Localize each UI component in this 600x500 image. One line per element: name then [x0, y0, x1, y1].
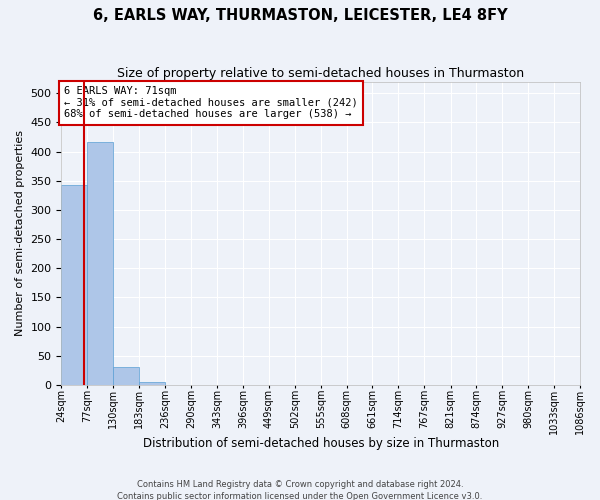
Text: 6 EARLS WAY: 71sqm
← 31% of semi-detached houses are smaller (242)
68% of semi-d: 6 EARLS WAY: 71sqm ← 31% of semi-detache…	[64, 86, 358, 120]
Bar	[580, 384, 600, 385]
Bar	[61, 185, 87, 385]
X-axis label: Distribution of semi-detached houses by size in Thurmaston: Distribution of semi-detached houses by …	[143, 437, 499, 450]
Bar	[87, 142, 113, 385]
Bar	[139, 382, 165, 385]
Y-axis label: Number of semi-detached properties: Number of semi-detached properties	[15, 130, 25, 336]
Text: Contains HM Land Registry data © Crown copyright and database right 2024.
Contai: Contains HM Land Registry data © Crown c…	[118, 480, 482, 500]
Text: 6, EARLS WAY, THURMASTON, LEICESTER, LE4 8FY: 6, EARLS WAY, THURMASTON, LEICESTER, LE4…	[92, 8, 508, 22]
Bar	[113, 368, 139, 385]
Title: Size of property relative to semi-detached houses in Thurmaston: Size of property relative to semi-detach…	[117, 68, 524, 80]
